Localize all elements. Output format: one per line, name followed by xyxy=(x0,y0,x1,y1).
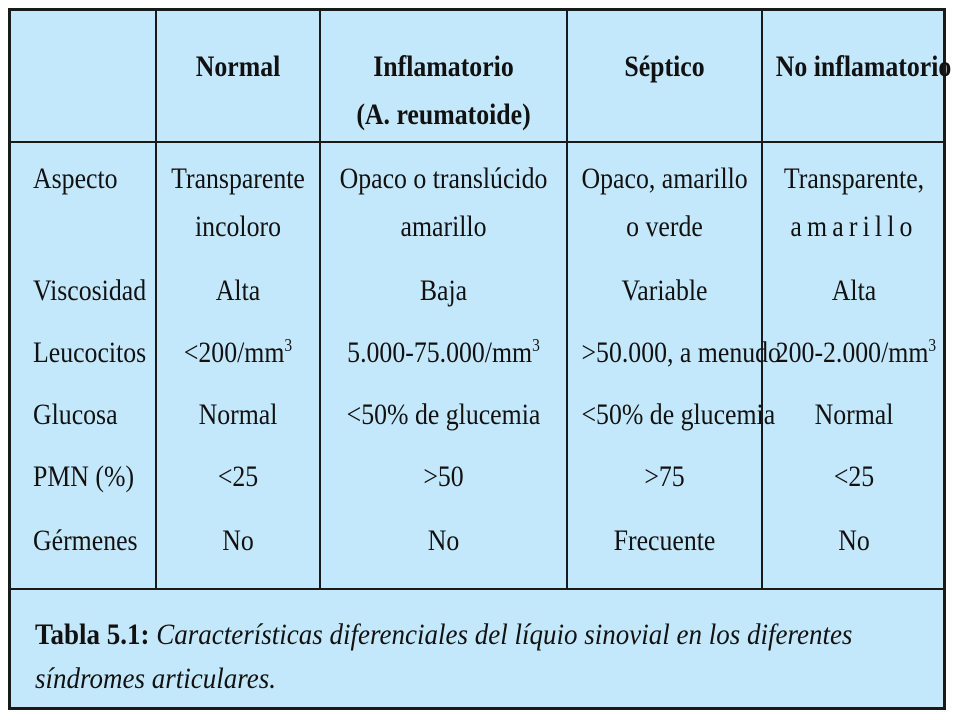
cell-aspecto-normal-2: incoloro xyxy=(195,210,281,243)
cell-leucocitos-septico: >50.000, a menudo xyxy=(581,336,781,369)
cell-viscosidad-inflamatorio: Baja xyxy=(419,274,468,307)
cell-viscosidad-normal: Alta xyxy=(215,274,261,307)
unit-exponent: 3 xyxy=(284,335,293,355)
caption-label: Tabla 5.1: xyxy=(35,618,150,651)
cell-aspecto-septico-2: o verde xyxy=(626,210,703,243)
cell-glucosa-septico: <50% de glucemia xyxy=(581,398,776,431)
cell-viscosidad-septico: Variable xyxy=(621,274,708,307)
cell-glucosa-no-inflamatorio: Normal xyxy=(814,398,894,431)
row-label-viscosidad: Viscosidad xyxy=(33,274,147,307)
cell-aspecto-normal-1: Transparente xyxy=(171,162,305,195)
cell-leucocitos-no-inflamatorio: 200-2.000/mm3 xyxy=(775,335,937,371)
cell-viscosidad-no-inflamatorio: Alta xyxy=(831,274,877,307)
cell-germenes-septico: Frecuente xyxy=(613,524,716,557)
cell-glucosa-normal: Normal xyxy=(198,398,278,431)
cell-pmn-normal: <25 xyxy=(217,460,259,493)
header-septico: Séptico xyxy=(624,50,705,83)
cell-aspecto-inflamatorio-2: amarillo xyxy=(400,210,487,243)
cell-germenes-no-inflamatorio: No xyxy=(838,524,870,557)
caption-divider xyxy=(11,588,943,590)
column-divider xyxy=(566,11,568,588)
cell-germenes-inflamatorio: No xyxy=(427,524,460,557)
table-frame: Normal Inflamatorio (A. reumatoide) Sépt… xyxy=(8,8,952,710)
column-divider xyxy=(155,11,157,588)
row-label-germenes: Gérmenes xyxy=(33,524,138,557)
cell-leucocitos-normal: <200/mm3 xyxy=(167,335,308,371)
caption-text: Características diferenciales del líquio… xyxy=(35,618,853,695)
cell-aspecto-septico-1: Opaco, amarillo xyxy=(581,162,748,195)
cell-aspecto-inflamatorio-1: Opaco o translúcido xyxy=(339,162,548,195)
row-label-leucocitos: Leucocitos xyxy=(33,336,147,369)
table-caption: Tabla 5.1: Características diferenciales… xyxy=(35,613,926,701)
row-label-pmn: PMN (%) xyxy=(33,460,135,493)
unit-exponent: 3 xyxy=(532,335,540,355)
cell-aspecto-no-inflamatorio-1: Transparente, xyxy=(783,162,925,195)
row-label-glucosa: Glucosa xyxy=(33,398,118,431)
row-label-aspecto: Aspecto xyxy=(33,162,118,195)
column-divider xyxy=(761,11,763,588)
unit-exponent: 3 xyxy=(928,335,937,355)
cell-leucocitos-no-inflamatorio-value: 200-2.000/mm xyxy=(775,336,929,369)
cell-leucocitos-inflamatorio-value: 5.000-75.000/mm xyxy=(347,336,533,369)
header-inflamatorio: Inflamatorio xyxy=(373,50,514,83)
cell-pmn-inflamatorio: >50 xyxy=(423,460,464,493)
header-divider xyxy=(11,141,943,143)
header-normal: Normal xyxy=(195,50,281,83)
cell-pmn-septico: >75 xyxy=(644,460,685,493)
cell-leucocitos-normal-value: <200/mm xyxy=(183,336,285,369)
header-no-inflamatorio: No inflamatorio xyxy=(775,50,952,83)
header-inflamatorio-sub: (A. reumatoide) xyxy=(356,98,531,131)
column-divider xyxy=(319,11,321,588)
cell-pmn-no-inflamatorio: <25 xyxy=(833,460,875,493)
cell-leucocitos-inflamatorio: 5.000-75.000/mm3 xyxy=(338,335,549,371)
cell-germenes-normal: No xyxy=(222,524,254,557)
cell-aspecto-no-inflamatorio-2: amarillo xyxy=(790,210,918,243)
cell-glucosa-inflamatorio: <50% de glucemia xyxy=(346,398,541,431)
